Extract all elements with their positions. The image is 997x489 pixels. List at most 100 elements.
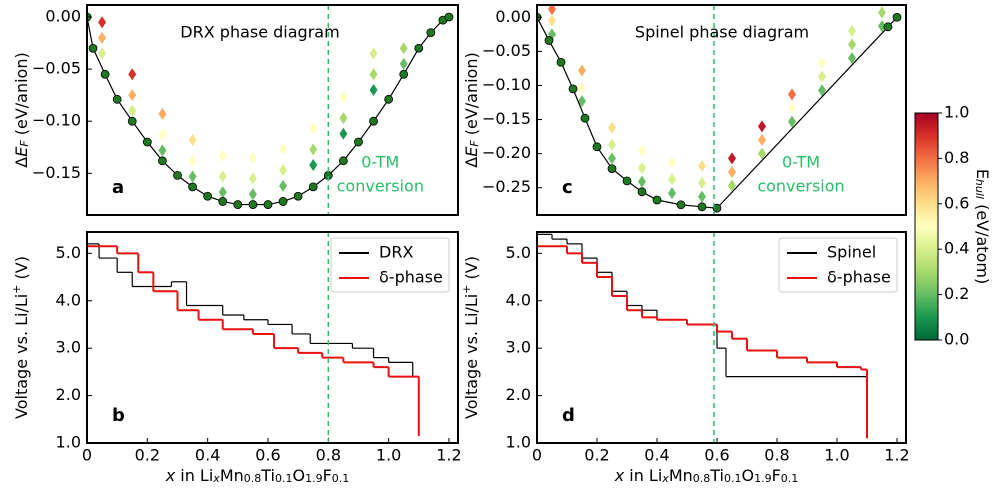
structure-marker (248, 172, 257, 185)
structure-marker (218, 186, 227, 199)
annotation: 0-TM (361, 153, 399, 172)
structure-marker (309, 143, 318, 156)
label-part: Voltage vs. Li/Li (462, 294, 481, 419)
structure-marker (578, 95, 586, 108)
colorbar (914, 112, 939, 341)
y-tick-label: 4.0 (56, 290, 81, 309)
y-axis-label: Voltage vs. Li/Li+ (V) (460, 256, 480, 419)
label-part: F (323, 466, 332, 485)
legend-label: δ-phase (379, 268, 443, 287)
label-part: + (10, 285, 23, 294)
structure-marker (158, 128, 167, 141)
x-tick-label: 0.6 (255, 446, 280, 465)
label-part: 0.8 (693, 472, 711, 485)
structure-marker (638, 175, 646, 188)
y-axis-label: ΔEF (eV/anion) (12, 52, 32, 167)
colorbar-tick-label: 0.8 (944, 148, 969, 167)
structure-marker (188, 170, 197, 183)
panel-letter: b (112, 405, 125, 426)
hull-point (426, 28, 436, 38)
structure-marker (878, 20, 886, 33)
label-part: x (165, 466, 176, 485)
structure-marker (848, 52, 856, 65)
legend-label: Spinel (827, 243, 876, 262)
y-axis-label: ΔEF (eV/anion) (462, 52, 482, 167)
structure-marker (818, 84, 826, 97)
structure-marker (339, 112, 348, 125)
panel-title: Spinel phase diagram (635, 23, 809, 42)
structure-marker (399, 42, 408, 55)
panel-letter: c (562, 177, 573, 198)
hull-point (88, 43, 98, 53)
label-part: F (468, 140, 481, 147)
y-tick-label: 0.00 (45, 6, 81, 25)
colorbar-tick-label: 0.6 (944, 193, 969, 212)
structure-marker (608, 152, 616, 165)
hull-point (892, 12, 902, 22)
label-part: Ti (709, 466, 724, 485)
colorbar-tick-label: 0.0 (944, 330, 969, 349)
y-axis-label: Voltage vs. Li/Li+ (V) (10, 256, 30, 419)
panel-letter: a (112, 177, 124, 198)
structure-marker (158, 144, 167, 157)
structure-marker (578, 64, 586, 77)
panel: 1.0 2.0 3.0 4.0 5.0 0 0.2 0.4 0.6 0.8 1.0 1.2 Voltag… (10, 231, 462, 486)
annotation: conversion (337, 177, 424, 196)
structure-marker (608, 121, 616, 134)
hull-point (607, 164, 617, 174)
label-part: F (18, 140, 31, 147)
structure-marker (339, 91, 348, 104)
structure-marker (578, 81, 586, 94)
hull-point (338, 156, 348, 166)
hull-point (203, 191, 213, 201)
hull-point (112, 94, 122, 104)
structure-marker (98, 16, 107, 29)
hull-point (369, 116, 378, 126)
hull-point (697, 202, 707, 212)
label-part: 0.8 (244, 472, 262, 485)
x-tick-label: 0.8 (316, 446, 341, 465)
label-part: O (293, 466, 306, 485)
hull-point (652, 195, 662, 205)
structure-marker (548, 14, 556, 27)
structure-marker (218, 149, 227, 162)
y-tick-label: −0.20 (482, 143, 531, 162)
label-part: 1.9 (305, 472, 323, 485)
annotation: conversion (757, 177, 844, 196)
hull-point (248, 200, 258, 209)
hull-point (142, 137, 152, 147)
y-tick-label: −0.10 (482, 75, 531, 94)
y-tick-label: 2.0 (56, 385, 81, 404)
hull-point (883, 22, 893, 32)
structure-marker (188, 133, 197, 146)
y-tick-label: 3.0 (506, 338, 531, 357)
axes-frame (86, 4, 459, 216)
hull-point (556, 57, 566, 67)
structure-marker (878, 6, 886, 19)
axes-frame (86, 231, 459, 444)
panel-letter: d (562, 405, 575, 426)
y-tick-label: 1.0 (506, 433, 531, 452)
structure-marker (698, 159, 706, 172)
x-axis-label: x in LixMn0.8Ti0.1O1.9F0.1 (165, 466, 350, 486)
structure-marker (98, 47, 107, 60)
structure-marker (279, 143, 288, 156)
x-tick-label: 0.2 (584, 446, 609, 465)
y-tick-label: 5.0 (506, 243, 531, 262)
structure-marker (339, 127, 348, 140)
x-tick-label: 1.0 (376, 446, 401, 465)
y-tick-label: −0.15 (482, 109, 531, 128)
structure-marker (848, 38, 856, 51)
structure-marker (248, 188, 257, 201)
structure-marker (309, 122, 318, 135)
structure-marker (758, 147, 766, 160)
hull-point (544, 36, 554, 45)
panel: 1.0 2.0 3.0 4.0 5.0 0 0.2 0.4 0.6 0.8 1.0 1.2 Voltag… (460, 231, 910, 485)
structure-marker (309, 158, 318, 171)
label-part: (eV/anion) (12, 52, 31, 140)
label-part: Mn (669, 466, 693, 485)
structure-marker (638, 144, 646, 157)
structure-marker (668, 173, 676, 186)
